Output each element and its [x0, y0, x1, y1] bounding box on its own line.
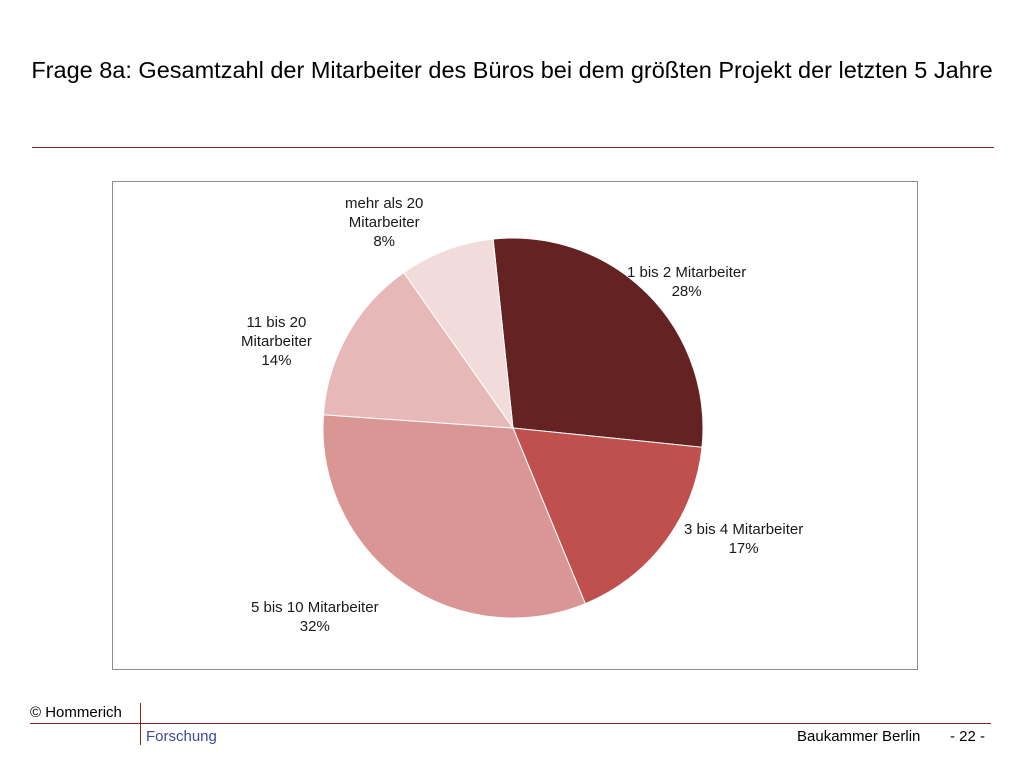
slice-value-label: 28%: [671, 283, 702, 300]
slice-value-label: 32%: [299, 618, 330, 635]
pie-slice-3: [322, 271, 515, 429]
slice-label-text: 5 bis 10 Mitarbeiter: [251, 599, 379, 616]
footer-copyright: © Hommerich: [30, 704, 122, 721]
footer-department: Forschung: [146, 728, 217, 745]
slice-label-text: Mitarbeiter: [348, 214, 420, 231]
slice-value-label: 14%: [261, 352, 292, 369]
pie-slice-0: [492, 237, 704, 448]
slice-value-label: 8%: [373, 233, 396, 250]
footer-organization: Baukammer Berlin: [797, 728, 921, 745]
slice-label-text: Mitarbeiter: [241, 333, 312, 350]
title-divider: [32, 147, 994, 148]
slice-label-3-bis-4: 3 bis 4 Mitarbeiter 17%: [684, 520, 803, 558]
footer-vertical-divider: [140, 703, 141, 745]
slice-label-mehr-als-20: mehr als 20 Mitarbeiter 8%: [345, 194, 423, 251]
footer-divider: [30, 723, 991, 724]
slice-label-11-bis-20: 11 bis 20 Mitarbeiter 14%: [241, 313, 312, 370]
chart-area: 1 bis 2 Mitarbeiter 28% 3 bis 4 Mitarbei…: [112, 181, 918, 670]
pie-chart: [322, 237, 704, 619]
pie-slice-1: [512, 427, 703, 605]
slice-label-text: 1 bis 2 Mitarbeiter: [627, 264, 747, 281]
pie-slice-4: [403, 238, 514, 430]
pie-slice-2: [322, 414, 586, 619]
slice-label-1-bis-2: 1 bis 2 Mitarbeiter 28%: [627, 263, 746, 301]
slide-title: Frage 8a: Gesamtzahl der Mitarbeiter des…: [31, 57, 993, 83]
slice-value-label: 17%: [728, 540, 759, 557]
slice-label-text: mehr als 20: [345, 195, 424, 212]
footer-page-number: - 22 -: [950, 728, 986, 745]
slice-label-5-bis-10: 5 bis 10 Mitarbeiter 32%: [251, 598, 379, 636]
slice-label-text: 11 bis 20: [246, 314, 307, 331]
slice-label-text: 3 bis 4 Mitarbeiter: [684, 521, 804, 538]
